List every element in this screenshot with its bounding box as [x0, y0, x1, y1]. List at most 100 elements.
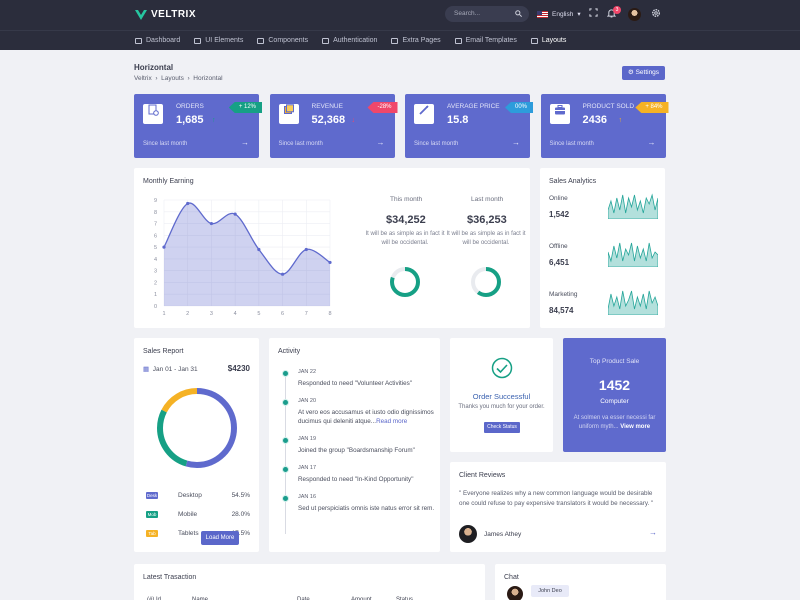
stat-change-badge: 00% — [504, 102, 533, 113]
nav-item-authentication[interactable]: Authentication — [322, 37, 377, 44]
app-name: VELTRIX — [151, 9, 196, 20]
activity-text: Sed ut perspiciatis omnis iste natus err… — [298, 505, 435, 512]
y-tick-label: 2 — [154, 280, 157, 286]
y-tick-label: 7 — [154, 222, 157, 228]
arrow-right-icon[interactable]: → — [376, 138, 385, 147]
user-avatar[interactable] — [628, 8, 641, 21]
stat-since: Since last month — [549, 141, 594, 147]
x-tick-label: 6 — [281, 311, 284, 317]
activity-text-wrap: Joined the group "Boardsmanship Forum" — [298, 446, 446, 455]
sales-analytics-title: Sales Analytics — [549, 178, 597, 185]
nav-item-dashboard[interactable]: Dashboard — [135, 37, 180, 44]
breadcrumb-item[interactable]: Veltrix — [134, 75, 152, 82]
check-status-button[interactable]: Check Status — [484, 422, 520, 433]
order-success-card: Order Successful Thanks you much for you… — [450, 338, 553, 452]
arrow-right-icon[interactable]: → — [241, 138, 249, 147]
settings-button[interactable]: ⚙ Settings — [622, 66, 665, 80]
data-point — [233, 212, 237, 216]
top-product-value: 1452 — [598, 377, 631, 393]
language-selector[interactable]: English ▾ — [537, 10, 581, 18]
data-point — [257, 247, 261, 252]
stat-value: 2436 — [582, 114, 607, 126]
layout-icon — [530, 37, 538, 44]
price-tag-icon — [414, 104, 434, 124]
breadcrumb-item[interactable]: Layouts — [161, 75, 184, 82]
stat-card-product-sold: PRODUCT SOLD 2436 + 84% ↑ Since last month → — [540, 94, 669, 158]
revenue-icon — [278, 104, 299, 124]
fullscreen-icon[interactable] — [589, 8, 598, 19]
table-column-header: Name — [192, 597, 209, 600]
sparkline — [608, 242, 658, 267]
activity-date: JAN 17 — [298, 465, 317, 471]
nav-item-extra-pages[interactable]: Extra Pages — [391, 37, 441, 44]
chat-card: Chat John Deo — [495, 564, 666, 600]
load-more-button[interactable]: Load More — [201, 531, 239, 545]
box-icon — [257, 37, 265, 44]
client-reviews-title: Client Reviews — [459, 472, 506, 479]
activity-date: JAN 16 — [298, 494, 317, 500]
activity-text-wrap: Responded to need "Volunteer Activities" — [298, 379, 446, 388]
check-circle-icon — [491, 357, 513, 379]
sales-report-card: Sales Report ▦ Jan 01 - Jan 31 $4230 Des… — [134, 338, 259, 552]
y-tick-label: 8 — [154, 210, 157, 216]
nav-item-components[interactable]: Components — [257, 37, 308, 44]
transactions-title: Latest Trasaction — [143, 574, 197, 581]
latest-transaction-card: Latest Trasaction — [134, 564, 485, 600]
review-text: " Everyone realizes why a new common lan… — [459, 490, 654, 507]
settings-label: Settings — [635, 69, 660, 76]
device-percent: 54.5% — [231, 492, 250, 499]
x-tick-label: 3 — [210, 311, 213, 317]
stat-value: 15.8 — [447, 114, 469, 126]
home-icon — [135, 37, 142, 44]
activity-text: At vero eos accusamus et iusto odio dign… — [298, 409, 434, 425]
sales-analytics-value: 6,451 — [549, 258, 570, 267]
breadcrumb-item: Horizontal — [193, 75, 223, 82]
nav-item-label: Components — [268, 37, 309, 44]
search-input[interactable]: Search... — [445, 6, 529, 22]
gear-icon[interactable] — [651, 8, 661, 20]
page-title: Horizontal — [134, 63, 174, 72]
stat-change-badge: + 84% — [635, 102, 669, 113]
logo-mark-icon — [135, 9, 147, 20]
client-reviews-card: Client Reviews " Everyone realizes why a… — [450, 462, 666, 552]
trend-up-icon: ↑ — [212, 117, 216, 124]
read-more-link[interactable]: Read more — [376, 418, 408, 425]
arrow-right-icon[interactable]: → — [649, 528, 657, 537]
data-point — [209, 221, 214, 226]
arrow-right-icon[interactable]: → — [512, 138, 520, 147]
reviewer-name: James Athey — [484, 531, 522, 538]
activity-card: Activity JAN 22 Responded to need "Volunt… — [269, 338, 440, 552]
table-column-header: Date — [297, 597, 310, 600]
search-icon[interactable] — [515, 10, 522, 19]
order-subtitle: Thanks you much for your order. — [458, 404, 545, 410]
activity-date: JAN 20 — [298, 398, 317, 404]
sales-report-row: Tab Tablets 17.5% — [146, 530, 250, 537]
last-month-progress-ring — [471, 267, 501, 297]
device-name: Mobile — [178, 511, 198, 518]
logo[interactable]: VELTRIX — [135, 9, 196, 20]
activity-date: JAN 22 — [298, 369, 317, 375]
this-month-progress-ring — [390, 267, 420, 297]
sales-analytics-label: Online — [549, 195, 568, 202]
us-flag-icon — [537, 10, 548, 18]
nav-item-layouts[interactable]: Layouts — [530, 37, 566, 44]
language-label: English — [552, 10, 574, 18]
table-column-header: Amount — [351, 597, 372, 600]
top-product-name: Computer — [600, 398, 629, 405]
nav-item-ui-elements[interactable]: UI Elements — [194, 37, 243, 44]
activity-text-wrap: Responded to need "In-Kind Opportunity" — [298, 475, 446, 484]
view-more-link[interactable]: View more — [620, 424, 651, 430]
date-range[interactable]: ▦ Jan 01 - Jan 31 — [143, 365, 198, 373]
stat-label: PRODUCT SOLD — [582, 103, 635, 110]
chat-avatar — [507, 586, 523, 600]
series-line — [163, 202, 331, 275]
date-range-label: Jan 01 - Jan 31 — [152, 366, 198, 373]
timeline-dot-icon — [282, 495, 289, 502]
sparkline — [608, 193, 658, 219]
arrow-right-icon[interactable]: → — [647, 138, 656, 147]
timeline-line — [285, 374, 286, 534]
activity-text: Responded to need "Volunteer Activities" — [298, 380, 413, 387]
nav-item-email-templates[interactable]: Email Templates — [454, 37, 517, 44]
nav-item-label: Authentication — [333, 37, 378, 44]
